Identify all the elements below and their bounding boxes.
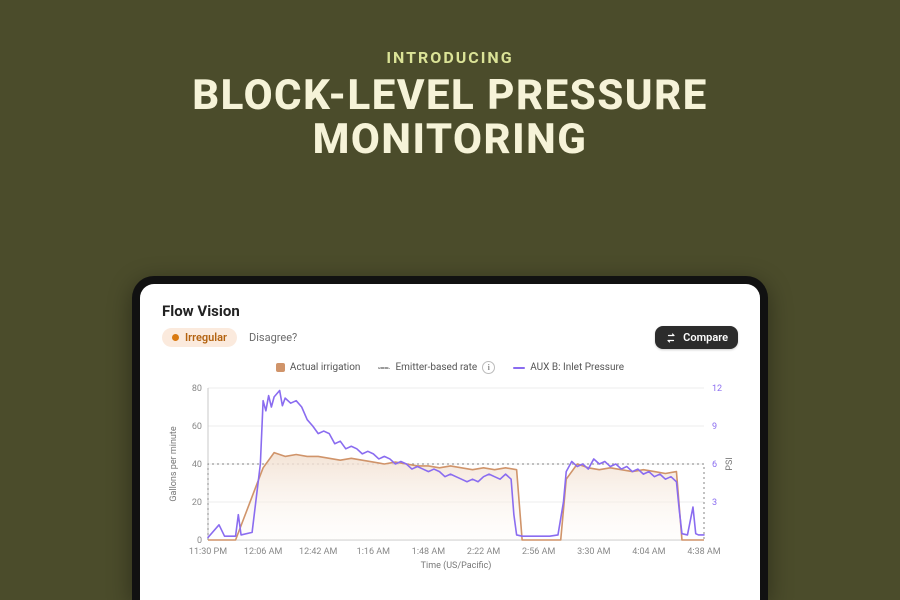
svg-text:60: 60 bbox=[192, 422, 202, 432]
svg-text:4:04 AM: 4:04 AM bbox=[632, 547, 665, 557]
flow-chart-svg: 0 20 40 60 80 3 6 9 12 11:30 PM 12:06 AM 12:42 AM 1:… bbox=[162, 382, 738, 572]
chart-area: 0 20 40 60 80 3 6 9 12 11:30 PM 12:06 AM 12:42 AM 1:… bbox=[162, 382, 738, 572]
compare-button-label: Compare bbox=[683, 331, 728, 344]
svg-text:80: 80 bbox=[192, 384, 202, 394]
disagree-link[interactable]: Disagree? bbox=[249, 331, 297, 344]
svg-text:2:56 AM: 2:56 AM bbox=[522, 547, 555, 557]
svg-text:12:06 AM: 12:06 AM bbox=[244, 547, 283, 557]
svg-text:4:38 AM: 4:38 AM bbox=[687, 547, 720, 557]
compare-arrows-icon bbox=[665, 332, 677, 344]
svg-text:11:30 PM: 11:30 PM bbox=[189, 547, 227, 557]
legend-label: AUX B: Inlet Pressure bbox=[530, 362, 624, 373]
status-pill-label: Irregular bbox=[185, 331, 227, 344]
flow-vision-card: Flow Vision Irregular Disagree? Compare … bbox=[140, 284, 760, 600]
info-icon[interactable]: i bbox=[482, 361, 495, 374]
legend-item: AUX B: Inlet Pressure bbox=[513, 361, 624, 374]
compare-button[interactable]: Compare bbox=[655, 326, 738, 349]
svg-text:Time (US/Pacific): Time (US/Pacific) bbox=[421, 560, 492, 571]
svg-text:40: 40 bbox=[192, 460, 202, 470]
legend-swatch bbox=[513, 367, 525, 369]
svg-text:3: 3 bbox=[712, 498, 717, 508]
status-pill-irregular[interactable]: Irregular bbox=[162, 328, 237, 347]
status-dot-icon bbox=[172, 334, 179, 341]
hero-eyebrow: INTRODUCING bbox=[0, 48, 900, 67]
svg-text:0: 0 bbox=[197, 536, 202, 546]
legend-label: Emitter-based rate bbox=[395, 362, 477, 373]
status-row: Irregular Disagree? Compare bbox=[162, 328, 738, 347]
device-frame: Flow Vision Irregular Disagree? Compare … bbox=[132, 276, 768, 600]
svg-text:2:22 AM: 2:22 AM bbox=[467, 547, 500, 557]
hero-stage: INTRODUCING BLOCK-LEVEL PRESSURE MONITOR… bbox=[0, 0, 900, 600]
legend-label: Actual irrigation bbox=[290, 362, 361, 373]
legend-swatch bbox=[276, 363, 285, 372]
svg-text:6: 6 bbox=[712, 460, 717, 470]
svg-text:3:30 AM: 3:30 AM bbox=[577, 547, 610, 557]
hero-title: BLOCK-LEVEL PRESSURE MONITORING bbox=[0, 74, 900, 162]
svg-text:20: 20 bbox=[192, 498, 202, 508]
legend-item: Emitter-based rate i bbox=[378, 361, 495, 374]
card-title: Flow Vision bbox=[162, 302, 738, 320]
svg-text:12:42 AM: 12:42 AM bbox=[299, 547, 338, 557]
svg-text:1:16 AM: 1:16 AM bbox=[357, 547, 390, 557]
svg-text:PSI: PSI bbox=[725, 457, 735, 470]
legend-item: Actual irrigation bbox=[276, 361, 361, 374]
svg-text:12: 12 bbox=[712, 384, 722, 394]
svg-text:9: 9 bbox=[712, 422, 717, 432]
svg-text:1:48 AM: 1:48 AM bbox=[412, 547, 445, 557]
svg-text:Gallons per minute: Gallons per minute bbox=[169, 426, 179, 501]
legend-swatch bbox=[378, 367, 390, 369]
chart-legend: Actual irrigation Emitter-based rate i AUX … bbox=[162, 361, 738, 374]
